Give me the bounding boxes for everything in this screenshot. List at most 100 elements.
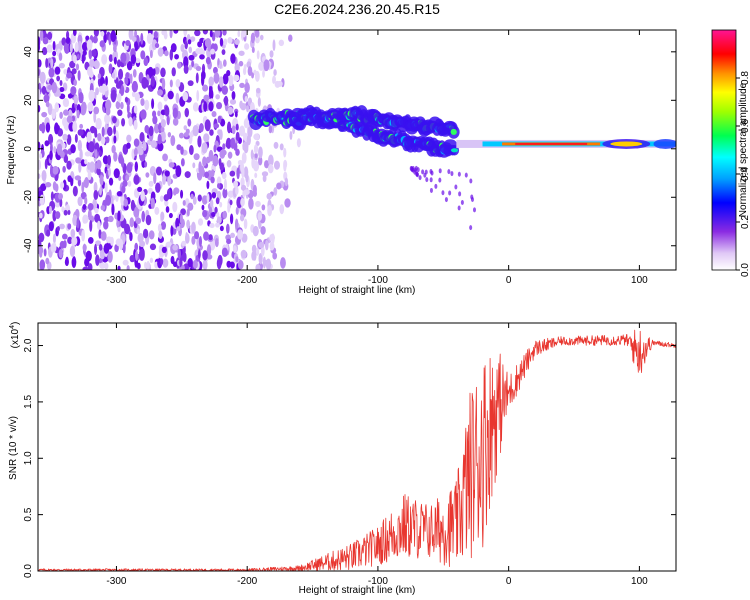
noise-blob xyxy=(162,153,168,162)
noise-blob xyxy=(135,217,142,225)
noise-blob xyxy=(223,95,229,106)
spectrogram-x-ticks: -300 -200 -100 0 100 xyxy=(106,30,648,286)
noise-blob xyxy=(181,240,187,246)
noise-blob xyxy=(253,144,259,154)
noise-blob xyxy=(113,168,120,179)
noise-blob xyxy=(289,130,293,141)
noise-blob xyxy=(255,263,261,270)
noise-blob xyxy=(86,66,93,77)
noise-blob xyxy=(128,116,133,127)
noise-blob xyxy=(81,229,86,242)
noise-blob xyxy=(217,129,222,136)
noise-blob xyxy=(140,109,147,120)
noise-blob xyxy=(279,143,284,151)
noise-blob xyxy=(236,167,240,180)
noise-blob xyxy=(140,50,146,60)
noise-blob xyxy=(75,157,82,164)
noise-blob xyxy=(258,252,263,265)
noise-blob xyxy=(238,50,245,56)
noise-blob xyxy=(93,189,99,200)
noise-blob xyxy=(47,31,53,40)
colorbar-tick-label: 0.0 xyxy=(740,263,750,277)
noise-blob xyxy=(229,199,233,206)
noise-blob xyxy=(76,54,80,60)
noise-blob xyxy=(175,92,180,104)
noise-blob xyxy=(126,162,133,174)
svg-text:(x104): (x104) xyxy=(9,322,21,349)
noise-blob xyxy=(92,198,98,211)
noise-blob xyxy=(59,111,63,119)
noise-blob xyxy=(63,154,69,164)
noise-blob xyxy=(111,145,116,154)
noise-blob xyxy=(234,63,240,73)
noise-blob xyxy=(184,57,188,66)
noise-blob xyxy=(88,89,95,102)
noise-blob xyxy=(186,219,191,229)
noise-blob xyxy=(157,89,164,96)
noise-blob xyxy=(154,42,160,49)
noise-blob xyxy=(79,148,83,161)
noise-blob xyxy=(92,35,98,44)
noise-blob xyxy=(229,213,234,225)
noise-blob xyxy=(211,211,216,217)
noise-blob xyxy=(186,208,190,217)
noise-blob xyxy=(62,165,66,173)
noise-blob xyxy=(87,101,94,112)
noise-blob xyxy=(94,149,98,159)
track-tail xyxy=(470,194,474,200)
noise-blob xyxy=(89,125,96,134)
noise-blob xyxy=(140,98,145,107)
noise-blob xyxy=(103,220,109,230)
noise-blob xyxy=(129,217,135,228)
noise-blob xyxy=(273,187,278,196)
noise-blob xyxy=(244,43,250,50)
noise-blob xyxy=(284,198,291,208)
spectrogram-panel: -300 -200 -100 0 100 40 20 0 -20 -40 Height of s… xyxy=(6,29,677,296)
noise-blob xyxy=(59,181,65,189)
noise-blob xyxy=(101,126,105,138)
noise-blob xyxy=(105,99,112,110)
track-tail xyxy=(423,172,427,178)
noise-blob xyxy=(95,117,102,130)
noise-blob xyxy=(222,59,227,67)
noise-blob xyxy=(43,94,50,104)
noise-blob xyxy=(161,77,166,90)
noise-blob xyxy=(49,205,52,214)
noise-blob xyxy=(107,215,114,223)
noise-blob xyxy=(213,72,220,84)
noise-blob xyxy=(133,174,140,185)
noise-blob xyxy=(130,199,135,212)
noise-blob xyxy=(129,232,133,242)
noise-blob xyxy=(94,243,98,256)
noise-blob xyxy=(280,257,286,269)
noise-blob xyxy=(160,67,166,78)
noise-blob xyxy=(198,235,202,248)
spectrogram-frame xyxy=(37,29,677,271)
noise-blob xyxy=(82,215,87,224)
noise-blob xyxy=(219,60,223,69)
noise-blob xyxy=(66,160,72,170)
noise-blob xyxy=(195,66,202,72)
noise-blob xyxy=(185,232,189,244)
noise-blob xyxy=(47,84,53,91)
noise-blob xyxy=(58,248,63,259)
noise-blob xyxy=(126,61,133,71)
noise-blob xyxy=(86,131,92,143)
noise-blob xyxy=(45,101,50,108)
noise-blob xyxy=(253,133,260,141)
noise-blob xyxy=(164,50,169,57)
noise-blob xyxy=(164,105,170,117)
noise-blob xyxy=(100,136,106,145)
carrier-blob-end xyxy=(653,138,676,149)
noise-blob xyxy=(260,245,265,257)
noise-blob xyxy=(203,94,210,102)
noise-blob xyxy=(77,178,82,187)
noise-blob xyxy=(117,265,121,270)
noise-blob xyxy=(73,95,79,105)
noise-blob xyxy=(108,63,113,74)
noise-blob xyxy=(108,167,111,177)
noise-blob xyxy=(54,200,61,208)
noise-blob xyxy=(168,212,173,219)
noise-blob xyxy=(254,172,258,179)
noise-blob xyxy=(269,233,276,242)
